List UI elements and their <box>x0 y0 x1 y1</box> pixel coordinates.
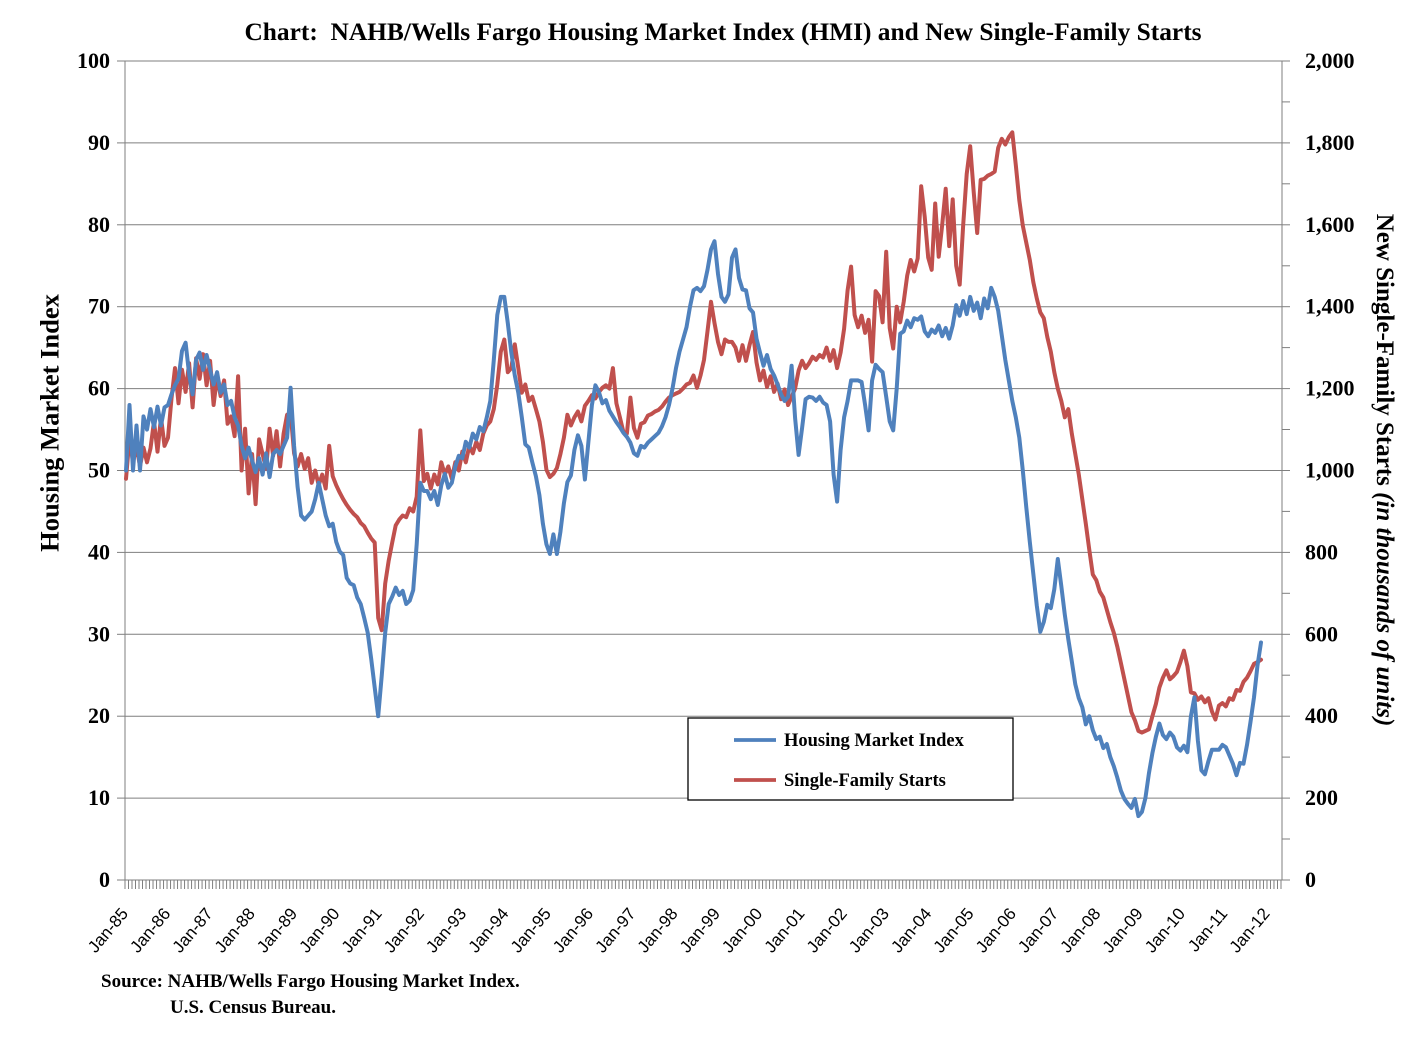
svg-text:Single-Family Starts: Single-Family Starts <box>784 771 946 791</box>
svg-text:600: 600 <box>1305 621 1338 646</box>
svg-text:1,000: 1,000 <box>1305 458 1355 483</box>
svg-text:U.S. Census Bureau.: U.S. Census Bureau. <box>170 997 336 1018</box>
svg-text:2,000: 2,000 <box>1305 48 1355 73</box>
svg-text:100: 100 <box>77 48 110 73</box>
svg-text:60: 60 <box>88 376 110 401</box>
svg-text:200: 200 <box>1305 785 1338 810</box>
svg-text:Source: NAHB/Wells Fargo Housi: Source: NAHB/Wells Fargo Housing Market … <box>101 971 520 992</box>
svg-text:10: 10 <box>88 785 110 810</box>
svg-text:30: 30 <box>88 621 110 646</box>
svg-text:80: 80 <box>88 212 110 237</box>
svg-text:0: 0 <box>99 867 110 892</box>
svg-text:70: 70 <box>88 294 110 319</box>
svg-text:1,800: 1,800 <box>1305 130 1355 155</box>
svg-text:0: 0 <box>1305 867 1316 892</box>
svg-text:90: 90 <box>88 130 110 155</box>
svg-text:Chart: NAHB/Wells Fargo Housi: Chart: NAHB/Wells Fargo Housing Market I… <box>244 18 1201 46</box>
svg-text:800: 800 <box>1305 539 1338 564</box>
svg-text:400: 400 <box>1305 703 1338 728</box>
svg-text:Housing Market Index: Housing Market Index <box>784 731 965 751</box>
svg-text:Housing Market Index: Housing Market Index <box>35 293 65 551</box>
svg-text:1,600: 1,600 <box>1305 212 1355 237</box>
svg-text:50: 50 <box>88 458 110 483</box>
svg-text:New Single-Family Starts (in t: New Single-Family Starts (in thousands o… <box>1371 214 1398 727</box>
svg-text:40: 40 <box>88 539 110 564</box>
svg-text:20: 20 <box>88 703 110 728</box>
svg-text:1,400: 1,400 <box>1305 294 1355 319</box>
svg-text:1,200: 1,200 <box>1305 376 1355 401</box>
